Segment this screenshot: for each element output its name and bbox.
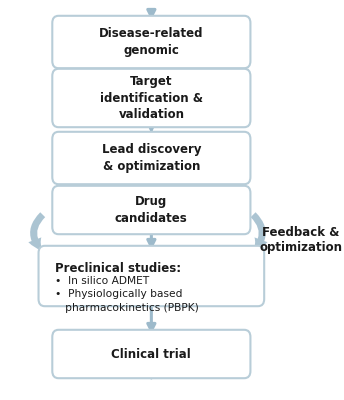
FancyBboxPatch shape [52,16,250,68]
FancyBboxPatch shape [52,69,250,127]
FancyBboxPatch shape [52,132,250,184]
FancyArrowPatch shape [251,212,268,251]
Text: Clinical trial: Clinical trial [111,348,191,360]
Text: Target
identification &
validation: Target identification & validation [100,75,203,121]
Text: Preclinical studies:: Preclinical studies: [55,262,181,275]
Text: Lead discovery
& optimization: Lead discovery & optimization [101,143,201,173]
Text: •  In silico ADMET
•  Physiologically based
   pharmacokinetics (PBPK): • In silico ADMET • Physiologically base… [55,276,199,313]
FancyArrowPatch shape [28,212,45,251]
Text: Disease-related
genomic: Disease-related genomic [99,27,204,57]
Text: Feedback &
optimization: Feedback & optimization [259,226,343,254]
FancyBboxPatch shape [52,186,250,234]
Text: Drug
candidates: Drug candidates [115,195,188,225]
FancyBboxPatch shape [39,246,264,306]
FancyBboxPatch shape [52,330,250,378]
